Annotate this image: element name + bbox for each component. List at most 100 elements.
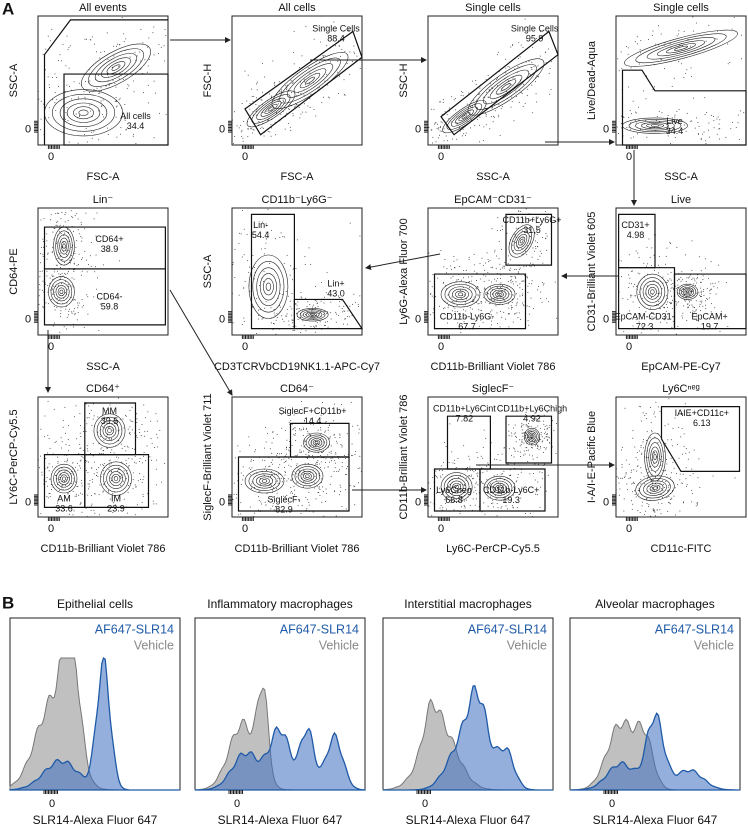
event-dot — [39, 284, 41, 286]
contour — [648, 286, 657, 297]
event-dot — [50, 214, 52, 216]
event-dot — [725, 136, 727, 138]
event-dot — [71, 473, 73, 475]
event-dot — [325, 458, 327, 460]
event-dot — [480, 291, 482, 293]
event-dot — [320, 414, 322, 416]
contour — [66, 102, 101, 123]
event-dot — [517, 284, 519, 286]
contour — [55, 469, 73, 488]
event-dot — [653, 413, 655, 415]
event-dot — [521, 432, 523, 434]
event-dot — [242, 137, 244, 139]
event-dot — [468, 276, 470, 278]
event-dot — [39, 129, 41, 131]
event-dot — [336, 471, 338, 473]
event-dot — [493, 299, 495, 301]
event-dot — [62, 43, 64, 45]
contour — [639, 478, 671, 499]
event-dot — [456, 259, 458, 261]
event-dot — [343, 305, 345, 307]
event-dot — [268, 466, 270, 468]
event-dot — [135, 59, 137, 61]
event-dot — [539, 31, 541, 33]
event-dot — [81, 298, 83, 300]
event-dot — [265, 223, 267, 225]
event-dot — [646, 478, 648, 480]
event-dot — [301, 55, 303, 57]
event-dot — [709, 290, 711, 292]
event-dot — [276, 94, 278, 96]
event-dot — [464, 506, 466, 508]
event-dot — [270, 123, 272, 125]
event-dot — [646, 503, 648, 505]
event-dot — [298, 67, 300, 69]
contour — [486, 285, 513, 303]
event-dot — [508, 448, 510, 450]
event-dot — [625, 472, 627, 474]
event-dot — [280, 477, 282, 479]
event-dot — [90, 494, 92, 496]
event-dot — [703, 131, 705, 133]
event-dot — [295, 303, 297, 305]
legend-entry: Vehicle — [319, 638, 359, 652]
event-dot — [309, 434, 311, 436]
event-dot — [642, 441, 644, 443]
event-dot — [39, 253, 41, 255]
gate-label: IM — [111, 493, 121, 503]
event-dot — [522, 294, 524, 296]
event-dot — [256, 298, 258, 300]
contour — [55, 230, 73, 262]
contour — [50, 463, 78, 494]
event-dot — [60, 474, 62, 476]
event-dot — [273, 308, 275, 310]
event-dot — [696, 277, 698, 279]
event-dot — [523, 305, 525, 307]
event-dot — [641, 297, 643, 299]
event-dot — [296, 104, 298, 106]
event-dot — [716, 118, 718, 120]
event-dot — [357, 468, 359, 470]
contour — [508, 224, 535, 258]
event-dot — [522, 105, 524, 107]
event-dot — [738, 138, 740, 140]
slr14-histogram — [570, 712, 740, 791]
event-dot — [336, 442, 338, 444]
event-dot — [283, 462, 285, 464]
event-dot — [512, 507, 514, 509]
event-dot — [671, 286, 673, 288]
event-dot — [288, 320, 290, 322]
event-dot — [547, 474, 549, 476]
event-dot — [630, 283, 632, 285]
event-dot — [643, 262, 645, 264]
event-dot — [112, 429, 114, 431]
event-dot — [546, 425, 548, 427]
event-dot — [293, 51, 295, 53]
event-dot — [692, 310, 694, 312]
event-dot — [56, 225, 58, 227]
event-dot — [42, 280, 44, 282]
event-dot — [696, 316, 698, 318]
event-dot — [278, 81, 280, 83]
event-dot — [322, 413, 324, 415]
event-dot — [290, 492, 292, 494]
event-dot — [492, 502, 494, 504]
event-dot — [338, 314, 340, 316]
event-dot — [655, 119, 657, 121]
event-dot — [619, 494, 621, 496]
event-dot — [440, 465, 442, 467]
event-dot — [719, 330, 721, 332]
event-dot — [78, 253, 80, 255]
event-dot — [334, 436, 336, 438]
event-dot — [487, 493, 489, 495]
contour — [443, 475, 470, 499]
event-dot — [694, 278, 696, 280]
event-dot — [450, 277, 452, 279]
event-dot — [681, 271, 683, 273]
event-dot — [674, 417, 676, 419]
event-dot — [646, 265, 648, 267]
event-dot — [666, 282, 668, 284]
event-dot — [60, 447, 62, 449]
